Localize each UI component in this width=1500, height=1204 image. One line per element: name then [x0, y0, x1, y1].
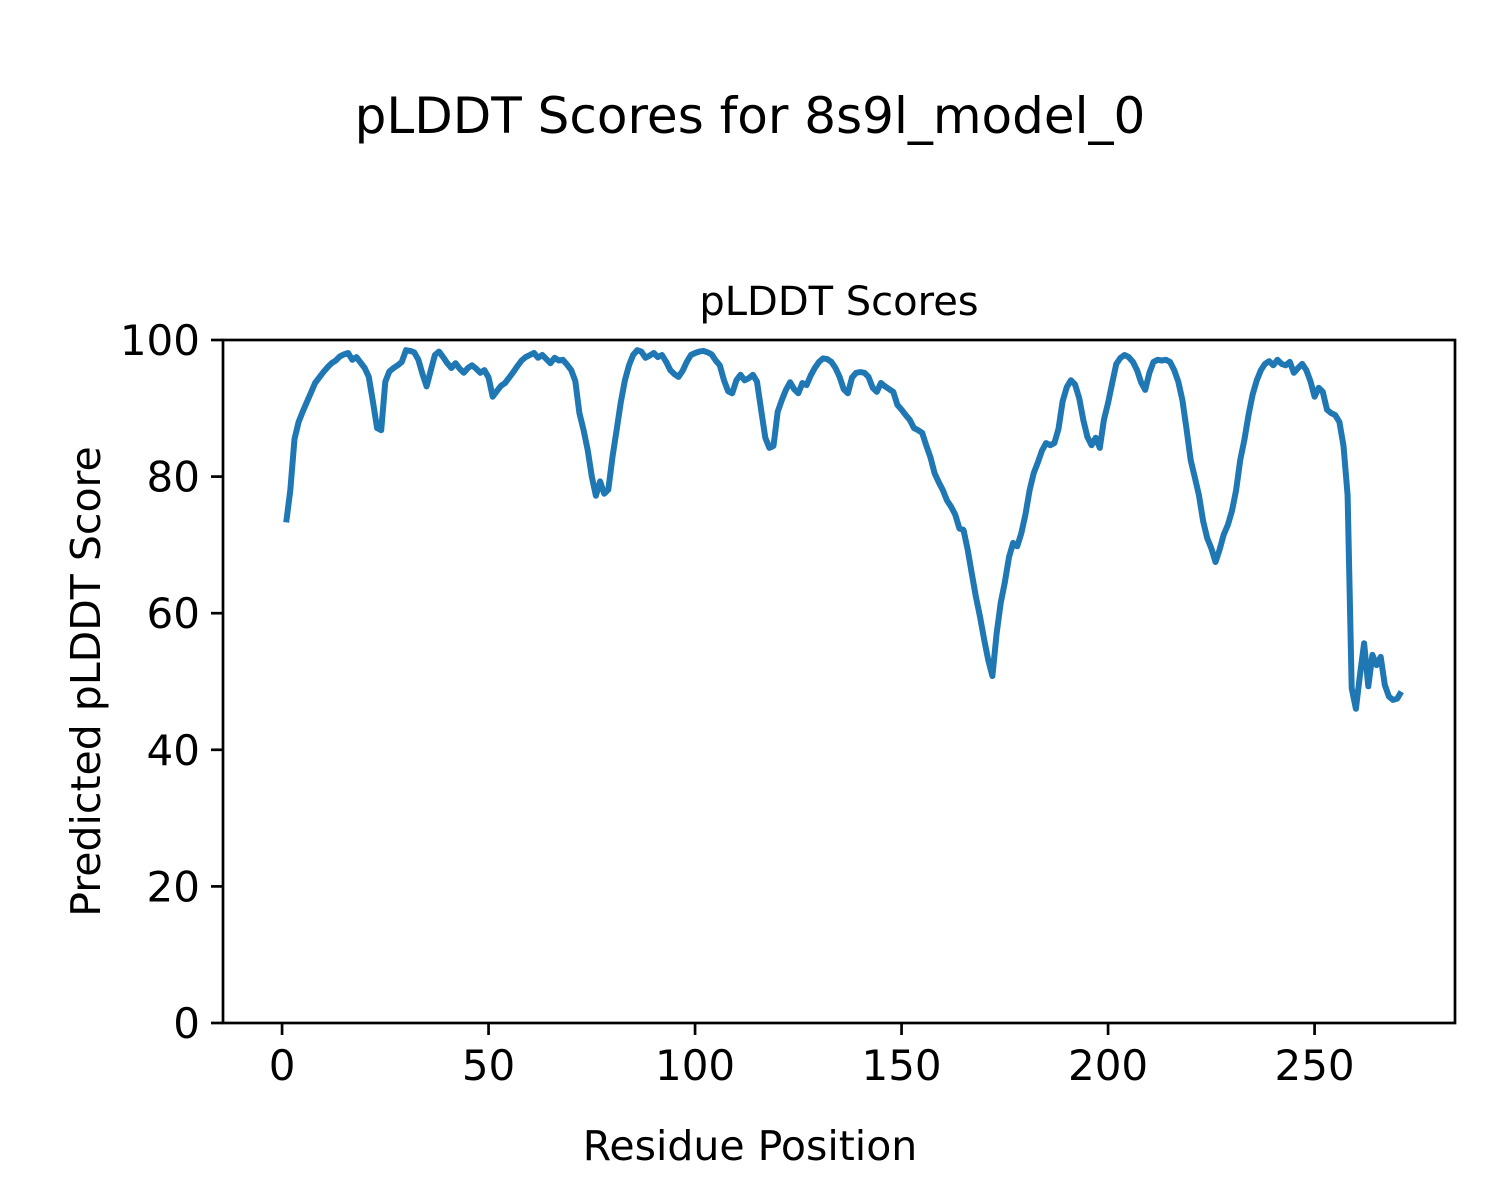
axes-spines: [221, 338, 1457, 1025]
axis-ticks: 0 50 100 150 200 250 0 20 40 60 80 100: [120, 316, 1355, 1090]
x-tick-label: 250: [1274, 1041, 1354, 1090]
y-axis-label: Predicted pLDDT Score: [62, 446, 110, 916]
y-tick-label: 0: [173, 999, 200, 1048]
y-tick-label: 60: [147, 589, 200, 638]
x-tick-label: 150: [861, 1041, 941, 1090]
y-tick-label: 40: [147, 726, 200, 775]
plddt-score-line: [283, 347, 1404, 712]
x-tick-label: 100: [655, 1041, 735, 1090]
axes-title: pLDDT Scores: [699, 279, 978, 325]
x-tick-label: 50: [462, 1041, 515, 1090]
x-tick-label: 200: [1068, 1041, 1148, 1090]
x-tick-label: 0: [269, 1041, 296, 1090]
plot-area: [283, 347, 1404, 712]
x-axis-label: Residue Position: [583, 1122, 918, 1170]
y-tick-label: 100: [120, 316, 200, 365]
y-tick-label: 80: [147, 453, 200, 502]
figure-title: pLDDT Scores for 8s9l_model_0: [355, 87, 1146, 145]
y-tick-label: 20: [147, 862, 200, 911]
